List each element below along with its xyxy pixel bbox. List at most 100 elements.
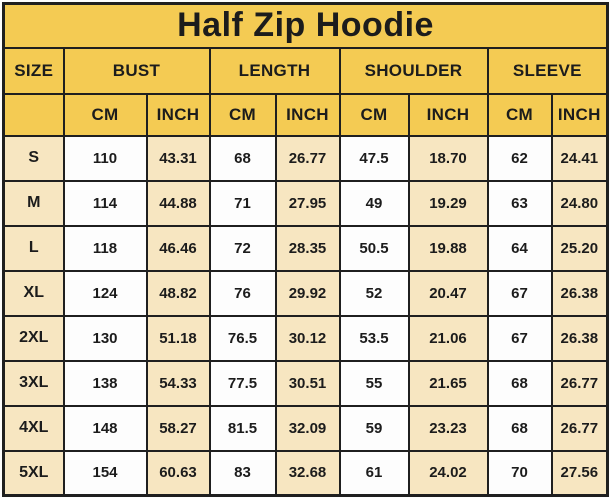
cm-value-cell: 71	[208, 179, 277, 227]
inch-value-cell: 43.31	[145, 134, 211, 182]
inch-value-cell: 46.46	[145, 224, 211, 272]
cm-value-cell: 67	[486, 314, 553, 362]
inch-value-cell: 32.09	[274, 404, 341, 452]
cm-value-cell: 118	[62, 224, 148, 272]
col-group-sleeve: SLEEVE	[486, 46, 609, 95]
inch-value-cell: 19.29	[407, 179, 489, 227]
unit-header-shoulder-cm: CM	[338, 92, 410, 137]
table-row: XL 124 48.82 76 29.92 52 20.47 67 26.38	[2, 269, 609, 317]
inch-value-cell: 27.56	[550, 449, 609, 497]
cm-value-cell: 130	[62, 314, 148, 362]
inch-value-cell: 26.38	[550, 314, 609, 362]
size-label: XL	[2, 269, 65, 317]
cm-value-cell: 62	[486, 134, 553, 182]
group-header-row: SIZE BUST LENGTH SHOULDER SLEEVE	[2, 46, 609, 95]
cm-value-cell: 114	[62, 179, 148, 227]
unit-header-bust-inch: INCH	[145, 92, 211, 137]
cm-value-cell: 68	[486, 359, 553, 407]
inch-value-cell: 24.02	[407, 449, 489, 497]
inch-value-cell: 30.51	[274, 359, 341, 407]
table-row: M 114 44.88 71 27.95 49 19.29 63 24.80	[2, 179, 609, 227]
inch-value-cell: 24.80	[550, 179, 609, 227]
size-label: 2XL	[2, 314, 65, 362]
inch-value-cell: 23.23	[407, 404, 489, 452]
cm-value-cell: 83	[208, 449, 277, 497]
table-row: 4XL 148 58.27 81.5 32.09 59 23.23 68 26.77	[2, 404, 609, 452]
inch-value-cell: 26.77	[274, 134, 341, 182]
cm-value-cell: 138	[62, 359, 148, 407]
cm-value-cell: 47.5	[338, 134, 410, 182]
inch-value-cell: 21.65	[407, 359, 489, 407]
unit-header-shoulder-inch: INCH	[407, 92, 489, 137]
inch-value-cell: 60.63	[145, 449, 211, 497]
cm-value-cell: 76	[208, 269, 277, 317]
table-row: S 110 43.31 68 26.77 47.5 18.70 62 24.41	[2, 134, 609, 182]
cm-value-cell: 50.5	[338, 224, 410, 272]
inch-value-cell: 32.68	[274, 449, 341, 497]
size-label: L	[2, 224, 65, 272]
inch-value-cell: 26.77	[550, 359, 609, 407]
cm-value-cell: 148	[62, 404, 148, 452]
size-label: 3XL	[2, 359, 65, 407]
inch-value-cell: 26.38	[550, 269, 609, 317]
inch-value-cell: 18.70	[407, 134, 489, 182]
cm-value-cell: 59	[338, 404, 410, 452]
cm-value-cell: 67	[486, 269, 553, 317]
cm-value-cell: 53.5	[338, 314, 410, 362]
cm-value-cell: 72	[208, 224, 277, 272]
col-group-bust: BUST	[62, 46, 211, 95]
table-row: 5XL 154 60.63 83 32.68 61 24.02 70 27.56	[2, 449, 609, 497]
col-group-length: LENGTH	[208, 46, 341, 95]
cm-value-cell: 110	[62, 134, 148, 182]
unit-header-sleeve-inch: INCH	[550, 92, 609, 137]
cm-value-cell: 64	[486, 224, 553, 272]
cm-value-cell: 76.5	[208, 314, 277, 362]
inch-value-cell: 25.20	[550, 224, 609, 272]
cm-value-cell: 154	[62, 449, 148, 497]
inch-value-cell: 29.92	[274, 269, 341, 317]
cm-value-cell: 68	[486, 404, 553, 452]
unit-header-length-cm: CM	[208, 92, 277, 137]
inch-value-cell: 19.88	[407, 224, 489, 272]
table-row: 3XL 138 54.33 77.5 30.51 55 21.65 68 26.77	[2, 359, 609, 407]
cm-value-cell: 77.5	[208, 359, 277, 407]
cm-value-cell: 52	[338, 269, 410, 317]
cm-value-cell: 61	[338, 449, 410, 497]
inch-value-cell: 44.88	[145, 179, 211, 227]
cm-value-cell: 49	[338, 179, 410, 227]
inch-value-cell: 21.06	[407, 314, 489, 362]
inch-value-cell: 54.33	[145, 359, 211, 407]
cm-value-cell: 70	[486, 449, 553, 497]
cm-value-cell: 55	[338, 359, 410, 407]
size-label: 4XL	[2, 404, 65, 452]
inch-value-cell: 28.35	[274, 224, 341, 272]
size-label: 5XL	[2, 449, 65, 497]
cm-value-cell: 81.5	[208, 404, 277, 452]
inch-value-cell: 51.18	[145, 314, 211, 362]
col-group-shoulder: SHOULDER	[338, 46, 489, 95]
inch-value-cell: 58.27	[145, 404, 211, 452]
unit-header-row: CM INCH CM INCH CM INCH CM INCH	[2, 92, 609, 137]
table-row: L 118 46.46 72 28.35 50.5 19.88 64 25.20	[2, 224, 609, 272]
table-row: 2XL 130 51.18 76.5 30.12 53.5 21.06 67 26.38	[2, 314, 609, 362]
cm-value-cell: 124	[62, 269, 148, 317]
unit-header-length-inch: INCH	[274, 92, 341, 137]
title-row: Half Zip Hoodie	[2, 2, 609, 49]
size-label: M	[2, 179, 65, 227]
inch-value-cell: 30.12	[274, 314, 341, 362]
inch-value-cell: 48.82	[145, 269, 211, 317]
chart-title: Half Zip Hoodie	[2, 2, 609, 49]
size-label: S	[2, 134, 65, 182]
inch-value-cell: 27.95	[274, 179, 341, 227]
unit-header-sleeve-cm: CM	[486, 92, 553, 137]
unit-header-bust-cm: CM	[62, 92, 148, 137]
blank-corner-cell	[2, 92, 65, 137]
cm-value-cell: 63	[486, 179, 553, 227]
inch-value-cell: 26.77	[550, 404, 609, 452]
col-header-size: SIZE	[2, 46, 65, 95]
inch-value-cell: 20.47	[407, 269, 489, 317]
size-table-body: S 110 43.31 68 26.77 47.5 18.70 62 24.41 M 114 44.8…	[2, 134, 609, 497]
cm-value-cell: 68	[208, 134, 277, 182]
